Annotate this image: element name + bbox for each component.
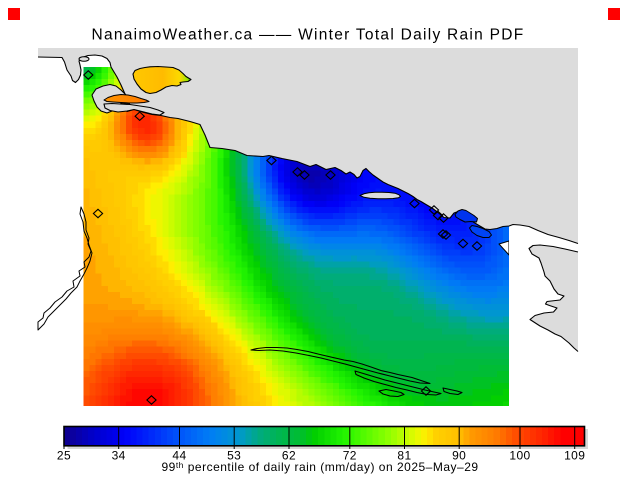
svg-text:34: 34 [112, 449, 126, 463]
svg-text:100: 100 [509, 449, 530, 463]
svg-text:99th percentile of daily rain: 99th percentile of daily rain (mm/day) o… [161, 460, 478, 474]
svg-text:81: 81 [397, 449, 411, 463]
svg-text:44: 44 [172, 449, 186, 463]
svg-text:62: 62 [282, 449, 296, 463]
svg-text:25: 25 [57, 449, 71, 463]
svg-text:72: 72 [343, 449, 357, 463]
svg-text:90: 90 [452, 449, 466, 463]
svg-text:53: 53 [227, 449, 241, 463]
svg-text:109: 109 [564, 449, 585, 463]
svg-text:NanaimoWeather.ca —— Winter To: NanaimoWeather.ca —— Winter Total Daily … [91, 27, 524, 44]
